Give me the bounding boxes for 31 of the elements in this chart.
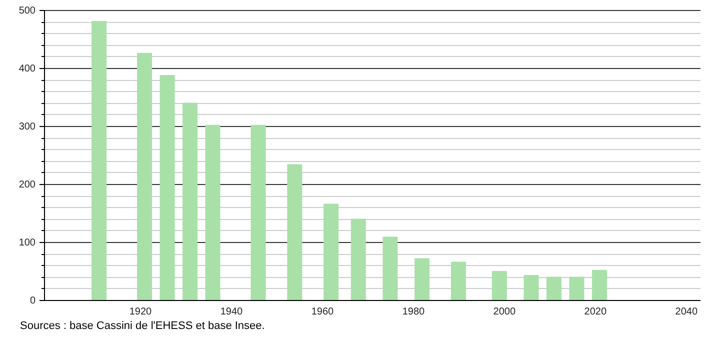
bar [250, 124, 266, 300]
x-tick-label: 1920 [129, 306, 152, 318]
source-note: Sources : base Cassini de l'EHESS et base Insee. [20, 320, 265, 332]
x-tick-label: 2000 [493, 306, 516, 318]
bar [569, 276, 584, 300]
bar [546, 276, 562, 300]
bar [324, 204, 339, 300]
y-tick-label: 500 [18, 6, 36, 16]
x-tick-label: 2040 [675, 306, 698, 318]
bar [592, 270, 607, 300]
bar [287, 164, 302, 300]
bar [382, 236, 398, 300]
bar [182, 102, 198, 300]
bar [524, 275, 539, 300]
y-tick-label: 0 [30, 296, 36, 306]
x-tick-label: 1960 [311, 306, 334, 318]
x-tick-label: 2020 [584, 306, 607, 318]
bar [205, 124, 220, 300]
bar [92, 21, 107, 300]
bar [137, 52, 152, 300]
y-tick-label: 300 [18, 122, 36, 132]
x-tick-label: 1980 [402, 306, 426, 318]
y-tick-label: 400 [18, 64, 36, 74]
y-tick-label: 200 [18, 180, 36, 190]
bar [350, 218, 366, 300]
bar [492, 271, 507, 300]
bar [450, 262, 466, 300]
x-tick-label: 1940 [220, 306, 244, 318]
bar [414, 258, 430, 300]
y-tick-label: 100 [18, 238, 36, 248]
bar [160, 74, 175, 300]
